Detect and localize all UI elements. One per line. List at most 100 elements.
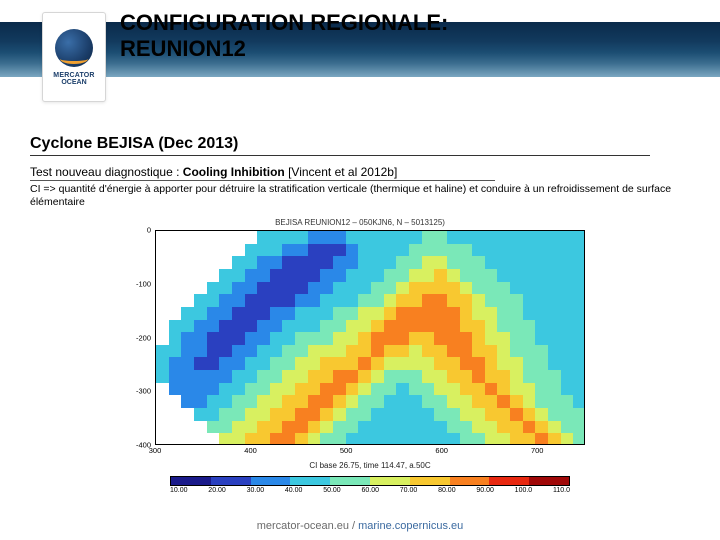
colorbar-tick-label: 50.00 — [323, 487, 341, 494]
heatmap-cell — [219, 294, 232, 307]
heatmap-cell — [333, 357, 346, 370]
heatmap-cell — [396, 370, 409, 383]
heatmap-cell — [282, 269, 295, 282]
heatmap-cell — [232, 395, 245, 408]
heatmap-cell — [384, 370, 397, 383]
colorbar-tick-label: 90.00 — [476, 487, 494, 494]
heatmap-cell — [573, 357, 585, 370]
heatmap-cell — [422, 433, 435, 445]
heatmap-cell — [270, 370, 283, 383]
section-description: CI => quantité d'énergie à apporter pour… — [30, 183, 700, 209]
heatmap-cell — [181, 332, 194, 345]
heatmap-cell — [207, 408, 220, 421]
heatmap-cell — [561, 256, 574, 269]
heatmap-cell — [371, 345, 384, 358]
heatmap-cell — [535, 332, 548, 345]
heatmap-cell — [561, 231, 574, 244]
heatmap-cell — [371, 256, 384, 269]
heatmap-cell — [561, 433, 574, 445]
heatmap-cell — [333, 370, 346, 383]
heatmap-cell — [346, 357, 359, 370]
heatmap-cell — [219, 231, 232, 244]
heatmap-cell — [257, 433, 270, 445]
heatmap-cell — [460, 345, 473, 358]
heatmap-cell — [434, 282, 447, 295]
heatmap-cell — [409, 408, 422, 421]
heatmap-cell — [207, 256, 220, 269]
heatmap-cell — [371, 269, 384, 282]
heatmap-cell — [573, 307, 585, 320]
heatmap-cell — [295, 357, 308, 370]
chart-caption: CI base 26.75, time 114.47, a.50C — [155, 461, 585, 470]
heatmap-cell — [270, 433, 283, 445]
heatmap-cell — [333, 383, 346, 396]
heatmap-cell — [460, 332, 473, 345]
heatmap-cell — [523, 320, 536, 333]
heatmap-cell — [156, 357, 169, 370]
heatmap-cell — [523, 307, 536, 320]
heatmap-cell — [384, 307, 397, 320]
heatmap-cell — [282, 433, 295, 445]
heatmap-cell — [270, 256, 283, 269]
heatmap-cell — [257, 383, 270, 396]
heatmap-cell — [561, 408, 574, 421]
heatmap-cell — [422, 395, 435, 408]
heatmap-cell — [472, 307, 485, 320]
heatmap-cell — [295, 345, 308, 358]
heatmap-cell — [460, 383, 473, 396]
heatmap-cell — [396, 282, 409, 295]
heatmap-cell — [346, 370, 359, 383]
heatmap-cell — [409, 383, 422, 396]
heatmap-cell — [548, 383, 561, 396]
heatmap-cell — [308, 395, 321, 408]
heatmap-cell — [434, 307, 447, 320]
heatmap-cell — [396, 332, 409, 345]
heatmap-cell — [207, 421, 220, 434]
heatmap-cell — [535, 395, 548, 408]
heatmap-cell — [396, 320, 409, 333]
heatmap-cell — [358, 269, 371, 282]
heatmap-cell — [447, 320, 460, 333]
heatmap-cell — [535, 408, 548, 421]
heatmap-cell — [434, 269, 447, 282]
heatmap-cell — [460, 408, 473, 421]
heatmap-cell — [169, 294, 182, 307]
heatmap-cell — [384, 282, 397, 295]
heatmap-cell — [346, 395, 359, 408]
logo-text-ocean: OCEAN — [61, 79, 86, 86]
heatmap-cell — [548, 256, 561, 269]
heatmap-cell — [156, 294, 169, 307]
heatmap-cell — [510, 395, 523, 408]
heatmap-cell — [207, 370, 220, 383]
heatmap-cell — [396, 383, 409, 396]
heatmap-cell — [270, 332, 283, 345]
page-title: CONFIGURATION REGIONALE: REUNION12 — [120, 10, 448, 63]
heatmap-cell — [384, 408, 397, 421]
heatmap-cell — [497, 294, 510, 307]
heatmap-cell — [472, 383, 485, 396]
heatmap-cell — [270, 345, 283, 358]
heatmap-cell — [523, 370, 536, 383]
heatmap-cell — [194, 395, 207, 408]
heatmap-cell — [371, 320, 384, 333]
heatmap-cell — [409, 370, 422, 383]
heatmap-cell — [219, 395, 232, 408]
heatmap-cell — [194, 256, 207, 269]
heatmap-cell — [346, 307, 359, 320]
heatmap-cell — [245, 256, 258, 269]
heatmap-cell — [156, 231, 169, 244]
heatmap-cell — [245, 332, 258, 345]
heatmap-cell — [295, 421, 308, 434]
heatmap-cell — [194, 408, 207, 421]
heatmap-cell — [535, 370, 548, 383]
heatmap-cell — [358, 370, 371, 383]
heatmap-cell — [510, 282, 523, 295]
heatmap-cell — [257, 307, 270, 320]
heatmap-cell — [434, 345, 447, 358]
heatmap-cell — [232, 408, 245, 421]
heatmap-cell — [409, 332, 422, 345]
x-tick-label: 300 — [149, 446, 162, 455]
heatmap-cell — [510, 383, 523, 396]
heatmap-cell — [523, 294, 536, 307]
heatmap-cell — [333, 231, 346, 244]
